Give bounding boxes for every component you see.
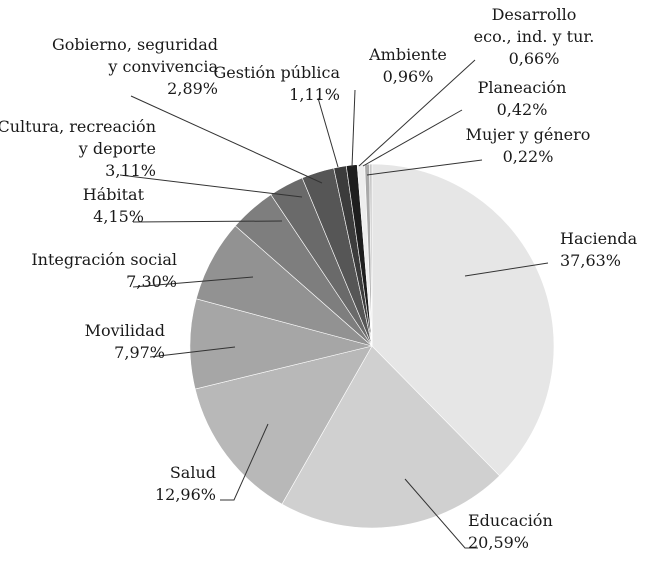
pie-slice <box>369 163 373 347</box>
leader-line <box>132 220 283 223</box>
slice-category-label: Desarrollo <box>492 5 577 24</box>
leader-lines <box>119 59 549 549</box>
slice-value-label: 1,11% <box>289 85 340 104</box>
slice-category-label: Gestión pública <box>213 63 340 82</box>
slice-value-label: 4,15% <box>93 207 144 226</box>
slice-value-label: 0,66% <box>509 49 560 68</box>
slice-value-label: 2,89% <box>167 79 218 98</box>
pie-slice <box>281 345 500 529</box>
slice-category-label: Hacienda <box>560 229 638 248</box>
leader-line <box>149 346 236 358</box>
slice-value-label: 12,96% <box>155 485 216 504</box>
leader-line <box>132 276 254 288</box>
leader-line <box>220 423 269 501</box>
slice-category-label: Ambiente <box>368 45 447 64</box>
pie-slice <box>194 345 373 505</box>
slice-category-label: Planeación <box>478 78 567 97</box>
slice-category-label: Mujer y género <box>466 125 591 144</box>
slice-value-label: 7,30% <box>126 272 177 291</box>
leader-line <box>358 59 476 167</box>
slice-category-label: Educación <box>468 511 553 530</box>
slice-value-label: 7,97% <box>114 343 165 362</box>
slice-category-label: Movilidad <box>85 321 165 340</box>
slice-value-label: 0,22% <box>503 147 554 166</box>
slice-labels: Hacienda 37,63% Educación 20,59% Salud 12,96%… <box>0 5 638 552</box>
slice-category-label: y deporte <box>78 139 156 158</box>
slice-category-label: Salud <box>170 463 216 482</box>
leader-line <box>119 174 303 198</box>
pie-slices <box>189 163 555 529</box>
slice-value-label: 37,63% <box>560 251 621 270</box>
slice-category-label: Integración social <box>31 250 177 269</box>
leader-line <box>464 262 549 277</box>
slice-value-label: 20,59% <box>468 533 529 552</box>
slice-value-label: 3,11% <box>105 161 156 180</box>
pie-slice <box>371 163 555 477</box>
slice-value-label: 0,42% <box>497 100 548 119</box>
slice-value-label: 0,96% <box>383 67 434 86</box>
leader-line <box>366 159 483 176</box>
leader-line <box>351 89 356 168</box>
leader-line <box>130 95 323 184</box>
leader-line <box>317 97 339 168</box>
slice-category-label: Hábitat <box>83 185 145 204</box>
slice-category-label: eco., ind. y tur. <box>474 27 595 46</box>
pie-slice <box>189 298 373 390</box>
leader-line <box>404 478 478 549</box>
slice-category-label: Gobierno, seguridad <box>52 35 218 54</box>
slice-category-label: Cultura, recreación <box>0 117 156 136</box>
slice-category-label: y convivencia <box>107 57 218 76</box>
leader-line <box>362 109 463 167</box>
